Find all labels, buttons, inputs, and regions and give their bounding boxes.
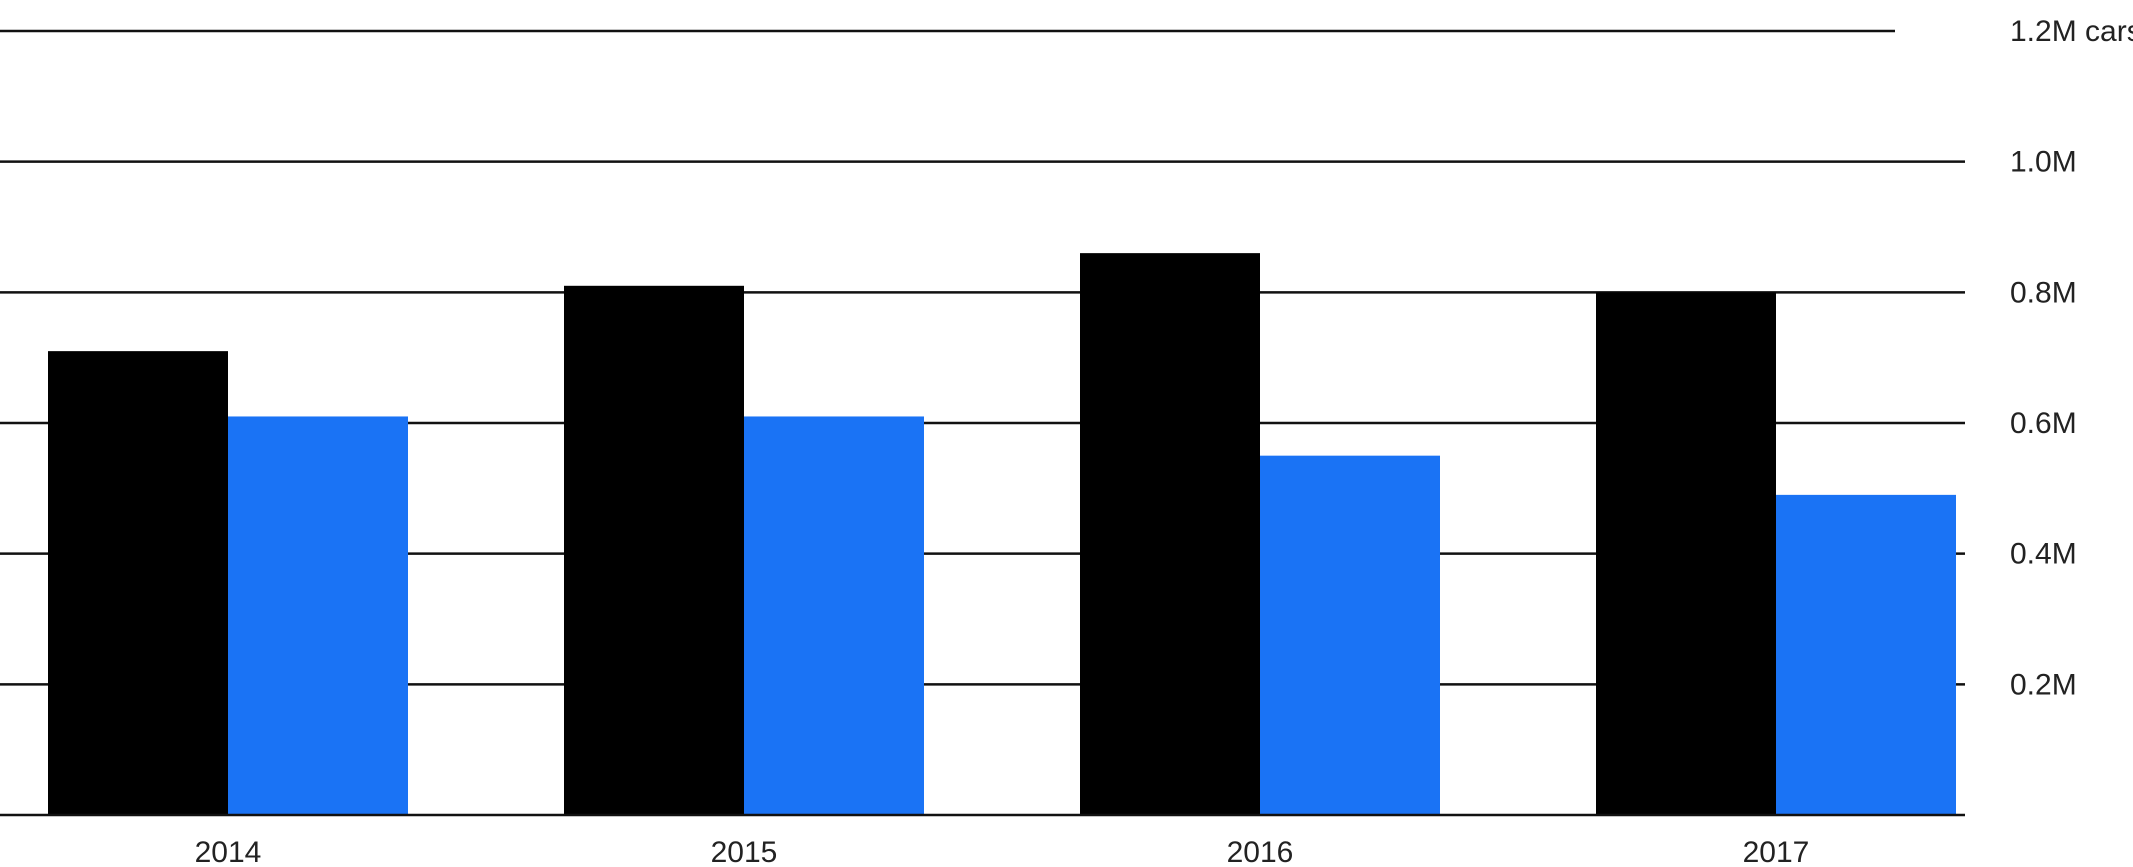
y-tick-label: 1.2M cars bbox=[2010, 15, 2133, 48]
bar-2015-series-1 bbox=[564, 285, 744, 815]
y-tick-label: 0.6M bbox=[2010, 407, 2077, 440]
y-tick-label: 0.2M bbox=[2010, 668, 2077, 701]
x-tick-label: 2016 bbox=[1227, 836, 1294, 867]
bar-2014-series-1 bbox=[48, 351, 228, 815]
bar-2014-series-2 bbox=[228, 416, 408, 815]
y-tick-label: 0.8M bbox=[2010, 276, 2077, 309]
x-axis-tick-labels: 2014 2015 2016 2017 bbox=[195, 836, 1810, 867]
y-tick-label: 1.0M bbox=[2010, 146, 2077, 179]
bar-2015-series-2 bbox=[744, 416, 924, 815]
bar-2017-series-1 bbox=[1596, 292, 1776, 815]
bar-2016-series-1 bbox=[1080, 253, 1260, 816]
x-tick-label: 2014 bbox=[195, 836, 262, 867]
x-tick-label: 2015 bbox=[711, 836, 778, 867]
bar-2017-series-2 bbox=[1776, 494, 1956, 815]
y-tick-label: 0.4M bbox=[2010, 538, 2077, 571]
y-axis-tick-labels: 0.2M 0.4M 0.6M 0.8M 1.0M 1.2M cars bbox=[2010, 15, 2133, 701]
bars bbox=[48, 253, 1956, 816]
bar-2016-series-2 bbox=[1260, 455, 1440, 815]
x-tick-label: 2017 bbox=[1743, 836, 1810, 867]
